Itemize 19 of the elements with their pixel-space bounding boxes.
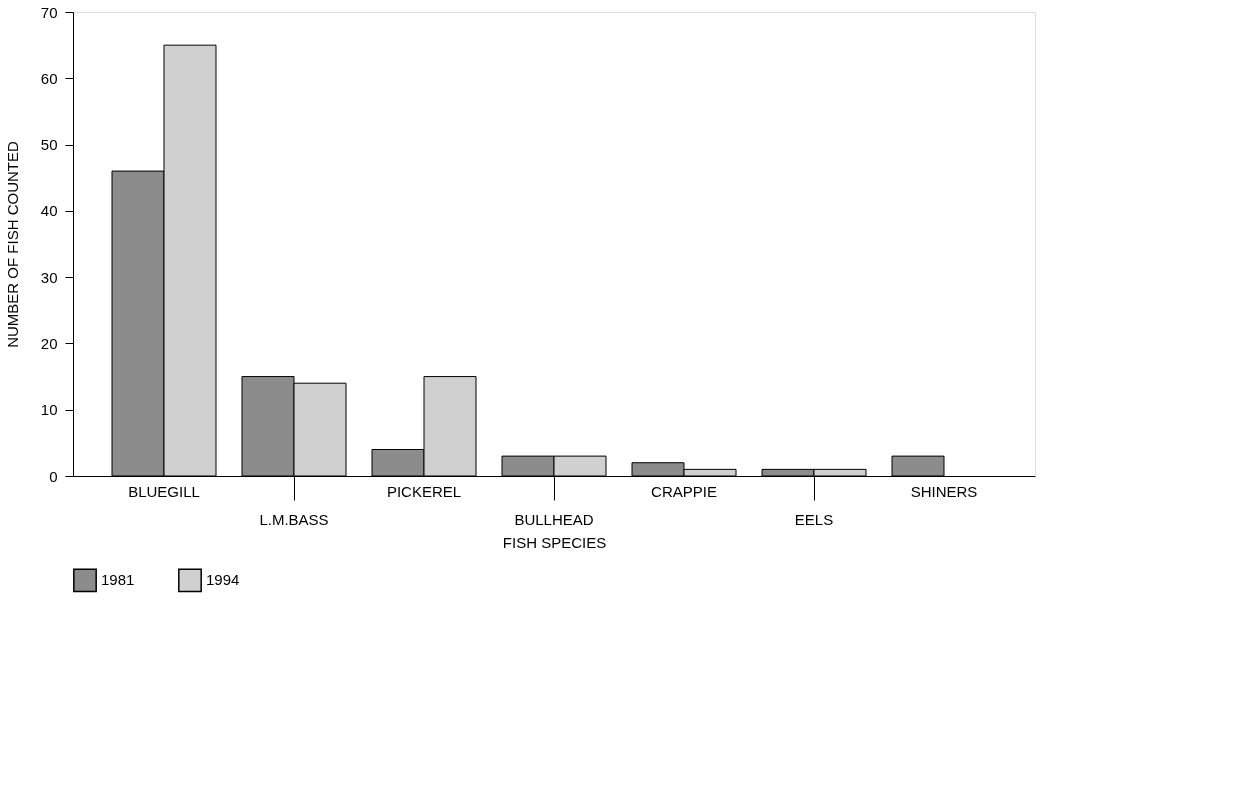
y-axis-title: NUMBER OF FISH COUNTED <box>3 141 21 348</box>
legend-label: 1981 <box>101 571 135 589</box>
x-tick-label: BULLHEAD <box>514 510 594 528</box>
x-axis-title: FISH SPECIES <box>502 533 607 551</box>
x-tick-label: L.M.BASS <box>259 510 329 528</box>
x-tick-label: SHINERS <box>910 482 978 500</box>
x-tick-label: PICKEREL <box>386 482 462 500</box>
x-tick-label: CRAPPIE <box>651 482 717 500</box>
x-tick-label: BLUEGILL <box>128 482 200 500</box>
legend-label: 1994 <box>206 571 240 589</box>
y-tick-label: 70 <box>40 3 58 21</box>
x-tick-label: EELS <box>794 510 834 528</box>
y-tick-label: 20 <box>40 334 58 352</box>
y-tick-label: 50 <box>40 136 58 154</box>
y-tick-label: 40 <box>40 202 58 220</box>
y-tick-label: 0 <box>49 467 58 485</box>
y-tick-label: 60 <box>40 69 58 87</box>
y-tick-label: 30 <box>40 268 58 286</box>
y-tick-label: 10 <box>40 401 58 419</box>
